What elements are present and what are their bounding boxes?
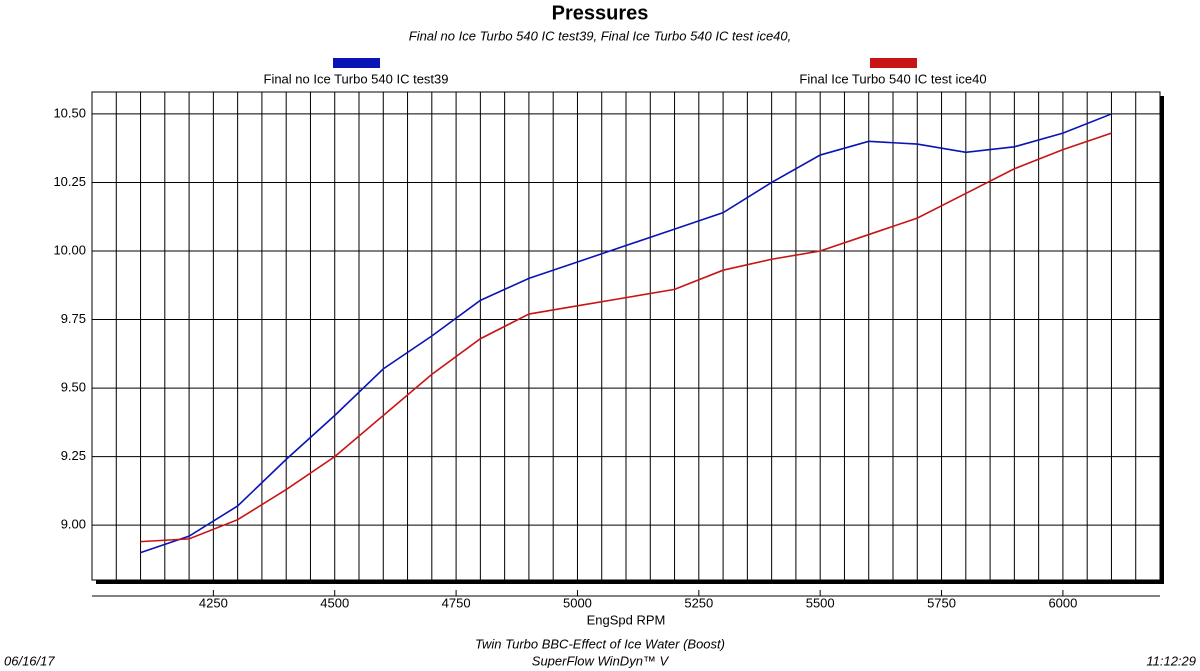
y-tick-label: 9.25	[61, 448, 86, 463]
y-tick-label: 10.00	[53, 242, 86, 257]
data-line	[140, 132, 1112, 543]
footer: SuperFlow WinDyn™ V	[532, 653, 670, 668]
y-tick-label: 10.25	[53, 174, 86, 189]
x-axis-label: EngSpd RPM	[587, 612, 666, 627]
x-tick-label: 5500	[806, 595, 835, 610]
legend-label: Final Ice Turbo 540 IC test ice40	[799, 71, 986, 86]
y-tick-label: 9.00	[61, 517, 86, 532]
x-tick-label: 4750	[442, 595, 471, 610]
x-tick-label: 4500	[320, 595, 349, 610]
x-tick-label: 5750	[927, 595, 956, 610]
data-line	[140, 113, 1112, 554]
footer: Twin Turbo BBC-Effect of Ice Water (Boos…	[475, 636, 725, 651]
legend-swatch	[870, 58, 917, 68]
date: 06/16/17	[4, 653, 55, 668]
x-tick-label: 6000	[1048, 595, 1077, 610]
time: 11:12:29	[1146, 653, 1196, 668]
x-tick-label: 5000	[563, 595, 592, 610]
y-tick-label: 10.50	[53, 105, 86, 120]
chart-subtitle: Final no Ice Turbo 540 IC test39, Final …	[409, 28, 792, 43]
y-tick-label: 9.75	[61, 311, 86, 326]
x-tick-label: 5250	[684, 595, 713, 610]
legend-label: Final no Ice Turbo 540 IC test39	[264, 71, 449, 86]
chart-title: Pressures	[552, 2, 649, 24]
y-tick-label: 9.50	[61, 380, 86, 395]
x-tick-label: 4250	[199, 595, 228, 610]
legend-swatch	[333, 58, 380, 68]
